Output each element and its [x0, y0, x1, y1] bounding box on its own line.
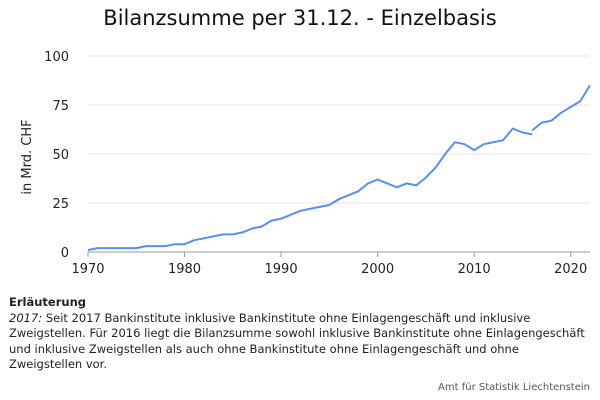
- data-point[interactable]: [586, 81, 594, 89]
- data-point[interactable]: [345, 191, 353, 199]
- data-point[interactable]: [200, 234, 208, 242]
- data-point[interactable]: [132, 244, 140, 252]
- data-point[interactable]: [509, 125, 517, 133]
- y-axis-label: in Mrd. CHF: [20, 119, 35, 194]
- data-point[interactable]: [229, 230, 237, 238]
- y-tick-label: 100: [44, 50, 69, 65]
- x-axis-ticks: 1970 1980 1990 2000 2010 2020: [71, 252, 587, 277]
- data-point[interactable]: [171, 240, 179, 248]
- data-series: [84, 81, 594, 254]
- y-tick-label: 50: [52, 148, 69, 163]
- data-point[interactable]: [451, 138, 459, 146]
- data-point[interactable]: [432, 164, 440, 172]
- data-point[interactable]: [470, 146, 478, 154]
- data-point[interactable]: [287, 211, 295, 219]
- data-point[interactable]: [267, 217, 275, 225]
- chart-title: Bilanzsumme per 31.12. - Einzelbasis: [103, 6, 497, 30]
- data-point[interactable]: [325, 201, 333, 209]
- data-point[interactable]: [123, 244, 131, 252]
- data-point[interactable]: [538, 119, 546, 127]
- y-tick-label: 75: [52, 99, 69, 114]
- note-line-4: Zweigstellen vor.: [9, 357, 108, 371]
- data-point[interactable]: [152, 242, 160, 250]
- data-point[interactable]: [403, 179, 411, 187]
- gridlines: [88, 55, 590, 253]
- data-point[interactable]: [113, 244, 121, 252]
- note-body: 2017: Seit 2017 Bankinstitute inklusive …: [9, 311, 589, 373]
- data-point[interactable]: [210, 232, 218, 240]
- data-point[interactable]: [422, 174, 430, 182]
- data-point[interactable]: [219, 230, 227, 238]
- y-axis-ticks: 0 25 50 75 100: [44, 50, 69, 261]
- data-point[interactable]: [296, 207, 304, 215]
- data-point[interactable]: [306, 205, 314, 213]
- x-tick-label: 1970: [71, 262, 104, 277]
- data-point[interactable]: [316, 203, 324, 211]
- data-point[interactable]: [374, 176, 382, 184]
- data-point[interactable]: [364, 179, 372, 187]
- data-point[interactable]: [547, 117, 555, 125]
- data-point[interactable]: [181, 240, 189, 248]
- data-point[interactable]: [567, 103, 575, 111]
- data-point[interactable]: [518, 128, 526, 136]
- data-point[interactable]: [239, 228, 247, 236]
- data-point[interactable]: [490, 138, 498, 146]
- y-tick-label: 25: [52, 197, 69, 212]
- note-line-1: Seit 2017 Bankinstitute inklusive Bankin…: [45, 310, 531, 325]
- y-tick-label: 0: [61, 246, 69, 261]
- data-point[interactable]: [412, 181, 420, 189]
- x-tick-label: 2010: [458, 262, 491, 277]
- series-line-segment-1: [87, 127, 533, 251]
- data-point[interactable]: [258, 223, 266, 231]
- note-year-label: 2017:: [9, 310, 43, 325]
- data-point[interactable]: [441, 150, 449, 158]
- data-point[interactable]: [576, 97, 584, 105]
- line-chart: 0 25 50 75 100 1970 1980 1990 2000 2010 2020 in M…: [20, 50, 594, 277]
- data-point[interactable]: [190, 236, 198, 244]
- data-point[interactable]: [142, 242, 150, 250]
- note-line-3: und inklusive Zweigstellen als auch ohne…: [9, 341, 519, 356]
- data-point[interactable]: [557, 109, 565, 117]
- data-point[interactable]: [383, 179, 391, 187]
- data-point[interactable]: [248, 225, 256, 233]
- data-point[interactable]: [335, 195, 343, 203]
- data-point[interactable]: [103, 244, 111, 252]
- series-line-segment-2: [531, 84, 591, 132]
- note-line-2: Zweigstellen. Für 2016 liegt die Bilanzs…: [9, 326, 585, 340]
- data-point[interactable]: [499, 136, 507, 144]
- x-tick-label: 1990: [265, 262, 298, 277]
- explanation-note: Erläuterung 2017: Seit 2017 Bankinstitut…: [9, 295, 589, 373]
- data-point[interactable]: [393, 183, 401, 191]
- data-point[interactable]: [277, 215, 285, 223]
- data-point[interactable]: [84, 246, 92, 254]
- x-tick-label: 1980: [168, 262, 201, 277]
- note-heading: Erläuterung: [9, 295, 86, 309]
- x-tick-label: 2000: [361, 262, 394, 277]
- data-point[interactable]: [354, 187, 362, 195]
- data-point[interactable]: [528, 127, 536, 135]
- data-point[interactable]: [480, 140, 488, 148]
- data-point[interactable]: [461, 140, 469, 148]
- data-point[interactable]: [161, 242, 169, 250]
- source-credit: Amt für Statistik Liechtenstein: [438, 382, 590, 393]
- x-tick-label: 2020: [554, 262, 587, 277]
- data-point[interactable]: [94, 244, 102, 252]
